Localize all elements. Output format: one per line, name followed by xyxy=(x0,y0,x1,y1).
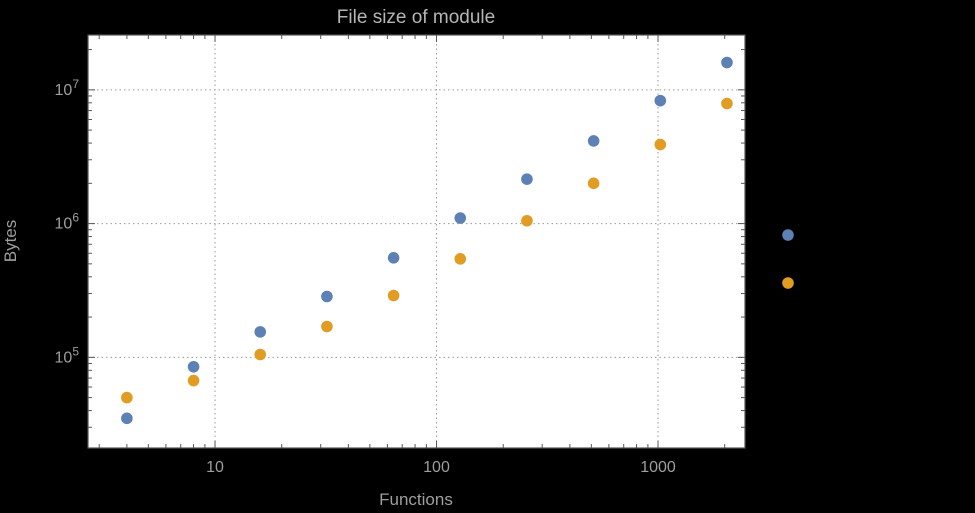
x-tick-label: 10 xyxy=(206,459,224,476)
y-tick-labels: 105 106 107 xyxy=(55,77,80,367)
data-point-series-orange xyxy=(721,97,733,110)
data-point-series-blue xyxy=(187,360,200,373)
data-point-series-orange xyxy=(321,320,333,333)
data-point-series-blue xyxy=(121,412,133,425)
data-point-series-blue xyxy=(521,173,533,185)
y-tick-label: 106 xyxy=(55,211,80,233)
data-point-series-orange xyxy=(387,289,400,302)
plot-area xyxy=(88,35,745,448)
data-point-series-blue xyxy=(587,135,600,147)
points-layer xyxy=(121,56,733,425)
data-point-series-orange xyxy=(587,177,600,190)
data-point-series-blue xyxy=(321,290,333,303)
data-point-series-orange xyxy=(187,374,200,387)
x-tick-label: 1000 xyxy=(640,459,676,476)
data-point-series-blue xyxy=(454,212,467,224)
y-tick-label: 105 xyxy=(55,344,80,366)
data-point-series-blue xyxy=(387,251,400,264)
tick-layer xyxy=(88,35,745,448)
y-axis-label: Bytes xyxy=(1,220,20,263)
data-point-series-blue xyxy=(654,94,667,107)
data-point-series-blue xyxy=(254,326,267,338)
x-tick-label: 100 xyxy=(423,459,450,476)
data-point-series-orange xyxy=(254,348,267,361)
legend xyxy=(782,229,794,289)
x-tick-labels: 10 100 1000 xyxy=(206,459,676,476)
data-point-series-orange xyxy=(454,253,467,265)
data-point-series-blue xyxy=(721,56,733,69)
data-point-series-orange xyxy=(121,391,133,404)
legend-marker xyxy=(782,229,794,241)
chart-title: File size of module xyxy=(337,7,495,28)
y-tick-label: 107 xyxy=(55,77,80,99)
plot-frame xyxy=(87,34,746,449)
legend-marker xyxy=(782,277,794,289)
data-point-series-orange xyxy=(654,138,667,151)
data-point-series-orange xyxy=(521,214,533,227)
x-axis-label: Functions xyxy=(379,490,453,509)
